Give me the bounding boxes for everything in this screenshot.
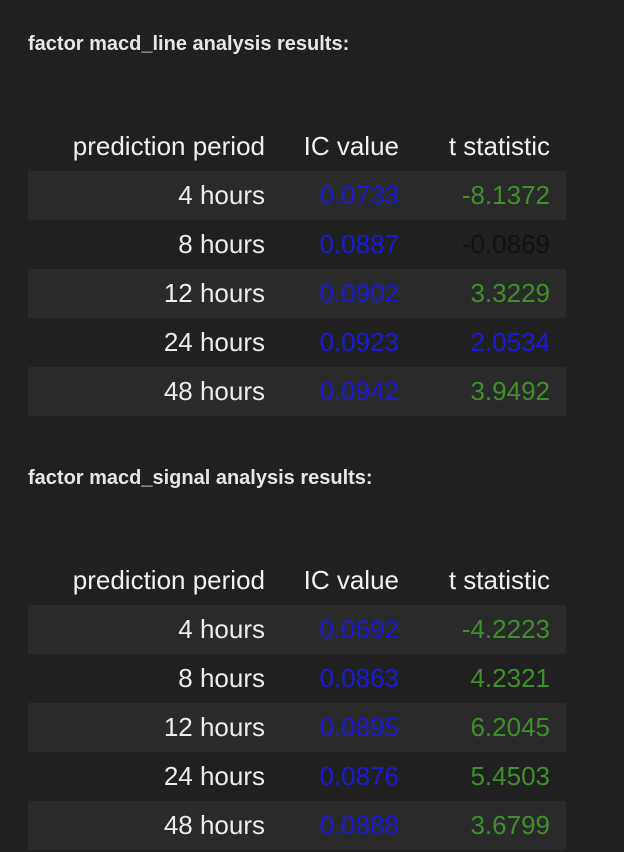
column-header-t-statistic: t statistic: [448, 565, 550, 595]
cell-ic-value: 0.0923: [281, 318, 415, 367]
cell-t-statistic: 4.2321: [415, 654, 566, 703]
table-row: 4 hours 0.0692 -4.2223: [28, 605, 566, 654]
column-header-ic-value: IC value: [303, 565, 399, 595]
cell-t-statistic: -8.1372: [415, 171, 566, 220]
cell-prediction-period: 8 hours: [28, 220, 281, 269]
column-header-prediction-period: prediction period: [72, 565, 265, 595]
cell-t-statistic: 3.3229: [415, 269, 566, 318]
cell-ic-value: 0.0888: [281, 801, 415, 850]
results-table: prediction period IC value t statistic 4…: [28, 556, 566, 850]
table-row: 48 hours 0.0942 3.9492: [28, 367, 566, 416]
section-title: factor macd_line analysis results:: [28, 33, 350, 55]
section-title: factor macd_signal analysis results:: [28, 467, 373, 489]
cell-prediction-period: 24 hours: [28, 318, 281, 367]
table-row: 24 hours 0.0876 5.4503: [28, 752, 566, 801]
cell-t-statistic: 3.6799: [415, 801, 566, 850]
analysis-section-macd-signal: factor macd_signal analysis results: pre…: [28, 464, 568, 850]
cell-ic-value: 0.0733: [281, 171, 415, 220]
cell-prediction-period: 24 hours: [28, 752, 281, 801]
table-header-row: prediction period IC value t statistic: [28, 556, 566, 605]
table-row: 8 hours 0.0887 -0.0869: [28, 220, 566, 269]
column-header-prediction-period: prediction period: [72, 131, 265, 161]
cell-prediction-period: 12 hours: [28, 703, 281, 752]
cell-t-statistic: 5.4503: [415, 752, 566, 801]
cell-prediction-period: 8 hours: [28, 654, 281, 703]
cell-ic-value: 0.0902: [281, 269, 415, 318]
table-row: 48 hours 0.0888 3.6799: [28, 801, 566, 850]
table-row: 4 hours 0.0733 -8.1372: [28, 171, 566, 220]
results-table: prediction period IC value t statistic 4…: [28, 122, 566, 416]
cell-prediction-period: 4 hours: [28, 605, 281, 654]
cell-ic-value: 0.0942: [281, 367, 415, 416]
cell-t-statistic: 3.9492: [415, 367, 566, 416]
cell-ic-value: 0.0863: [281, 654, 415, 703]
table-row: 12 hours 0.0895 6.2045: [28, 703, 566, 752]
cell-t-statistic: -4.2223: [415, 605, 566, 654]
cell-t-statistic: -0.0869: [415, 220, 566, 269]
table-row: 12 hours 0.0902 3.3229: [28, 269, 566, 318]
cell-prediction-period: 48 hours: [28, 367, 281, 416]
table-header-row: prediction period IC value t statistic: [28, 122, 566, 171]
analysis-section-macd-line: factor macd_line analysis results: predi…: [28, 30, 568, 416]
cell-prediction-period: 4 hours: [28, 171, 281, 220]
cell-ic-value: 0.0887: [281, 220, 415, 269]
column-header-ic-value: IC value: [303, 131, 399, 161]
table-row: 8 hours 0.0863 4.2321: [28, 654, 566, 703]
cell-ic-value: 0.0876: [281, 752, 415, 801]
cell-ic-value: 0.0692: [281, 605, 415, 654]
cell-ic-value: 0.0895: [281, 703, 415, 752]
column-header-t-statistic: t statistic: [448, 131, 550, 161]
table-row: 24 hours 0.0923 2.0534: [28, 318, 566, 367]
cell-t-statistic: 6.2045: [415, 703, 566, 752]
cell-prediction-period: 12 hours: [28, 269, 281, 318]
cell-t-statistic: 2.0534: [415, 318, 566, 367]
cell-prediction-period: 48 hours: [28, 801, 281, 850]
